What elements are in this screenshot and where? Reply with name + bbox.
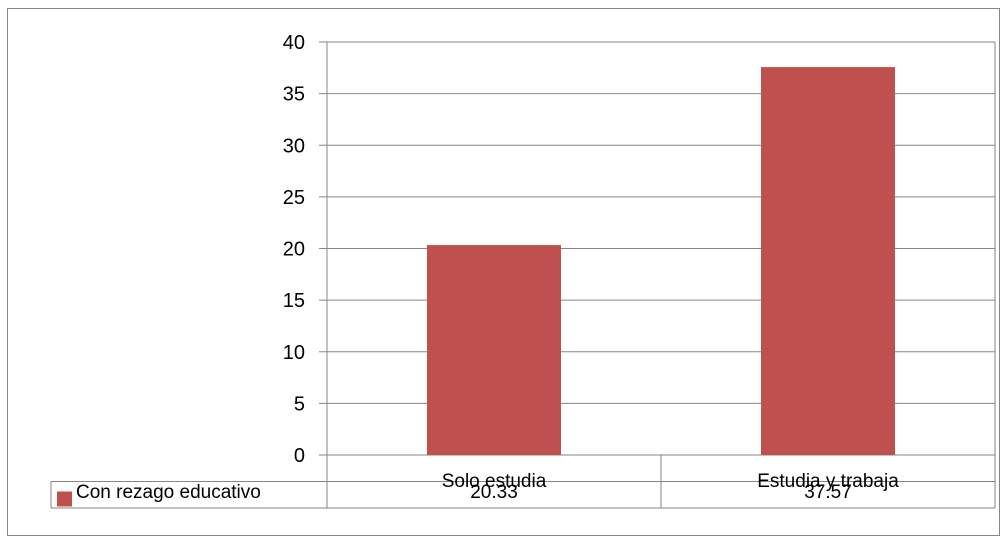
- legend-label: Con rezago educativo: [76, 482, 261, 503]
- chart-frame: 0 5 10 15 20 25 30 35 40 Solo estudia Estudia y tr…: [7, 8, 1000, 536]
- category-label: Estudia y trabaja: [757, 471, 899, 492]
- y-tick-label: 5: [294, 393, 305, 415]
- y-tick-label: 25: [283, 187, 305, 209]
- y-tick-label: 0: [294, 445, 305, 467]
- y-tick-label: 35: [283, 84, 305, 106]
- y-tick-label: 10: [283, 342, 305, 364]
- data-table-value: 37.57: [804, 482, 852, 503]
- category-label: Solo estudia: [442, 471, 547, 492]
- y-tick-label: 40: [283, 32, 305, 54]
- legend-swatch: [57, 491, 72, 507]
- y-tick-label: 20: [283, 239, 305, 261]
- y-tick-label: 30: [283, 135, 305, 157]
- y-tick-label: 15: [283, 290, 305, 312]
- bar-chart: 0 5 10 15 20 25 30 35 40 Solo estudia Estudia y tr…: [50, 32, 996, 509]
- bar-estudia-y-trabaja: [761, 67, 895, 455]
- data-table-value: 20.33: [470, 482, 518, 503]
- bar-solo-estudia: [427, 245, 561, 455]
